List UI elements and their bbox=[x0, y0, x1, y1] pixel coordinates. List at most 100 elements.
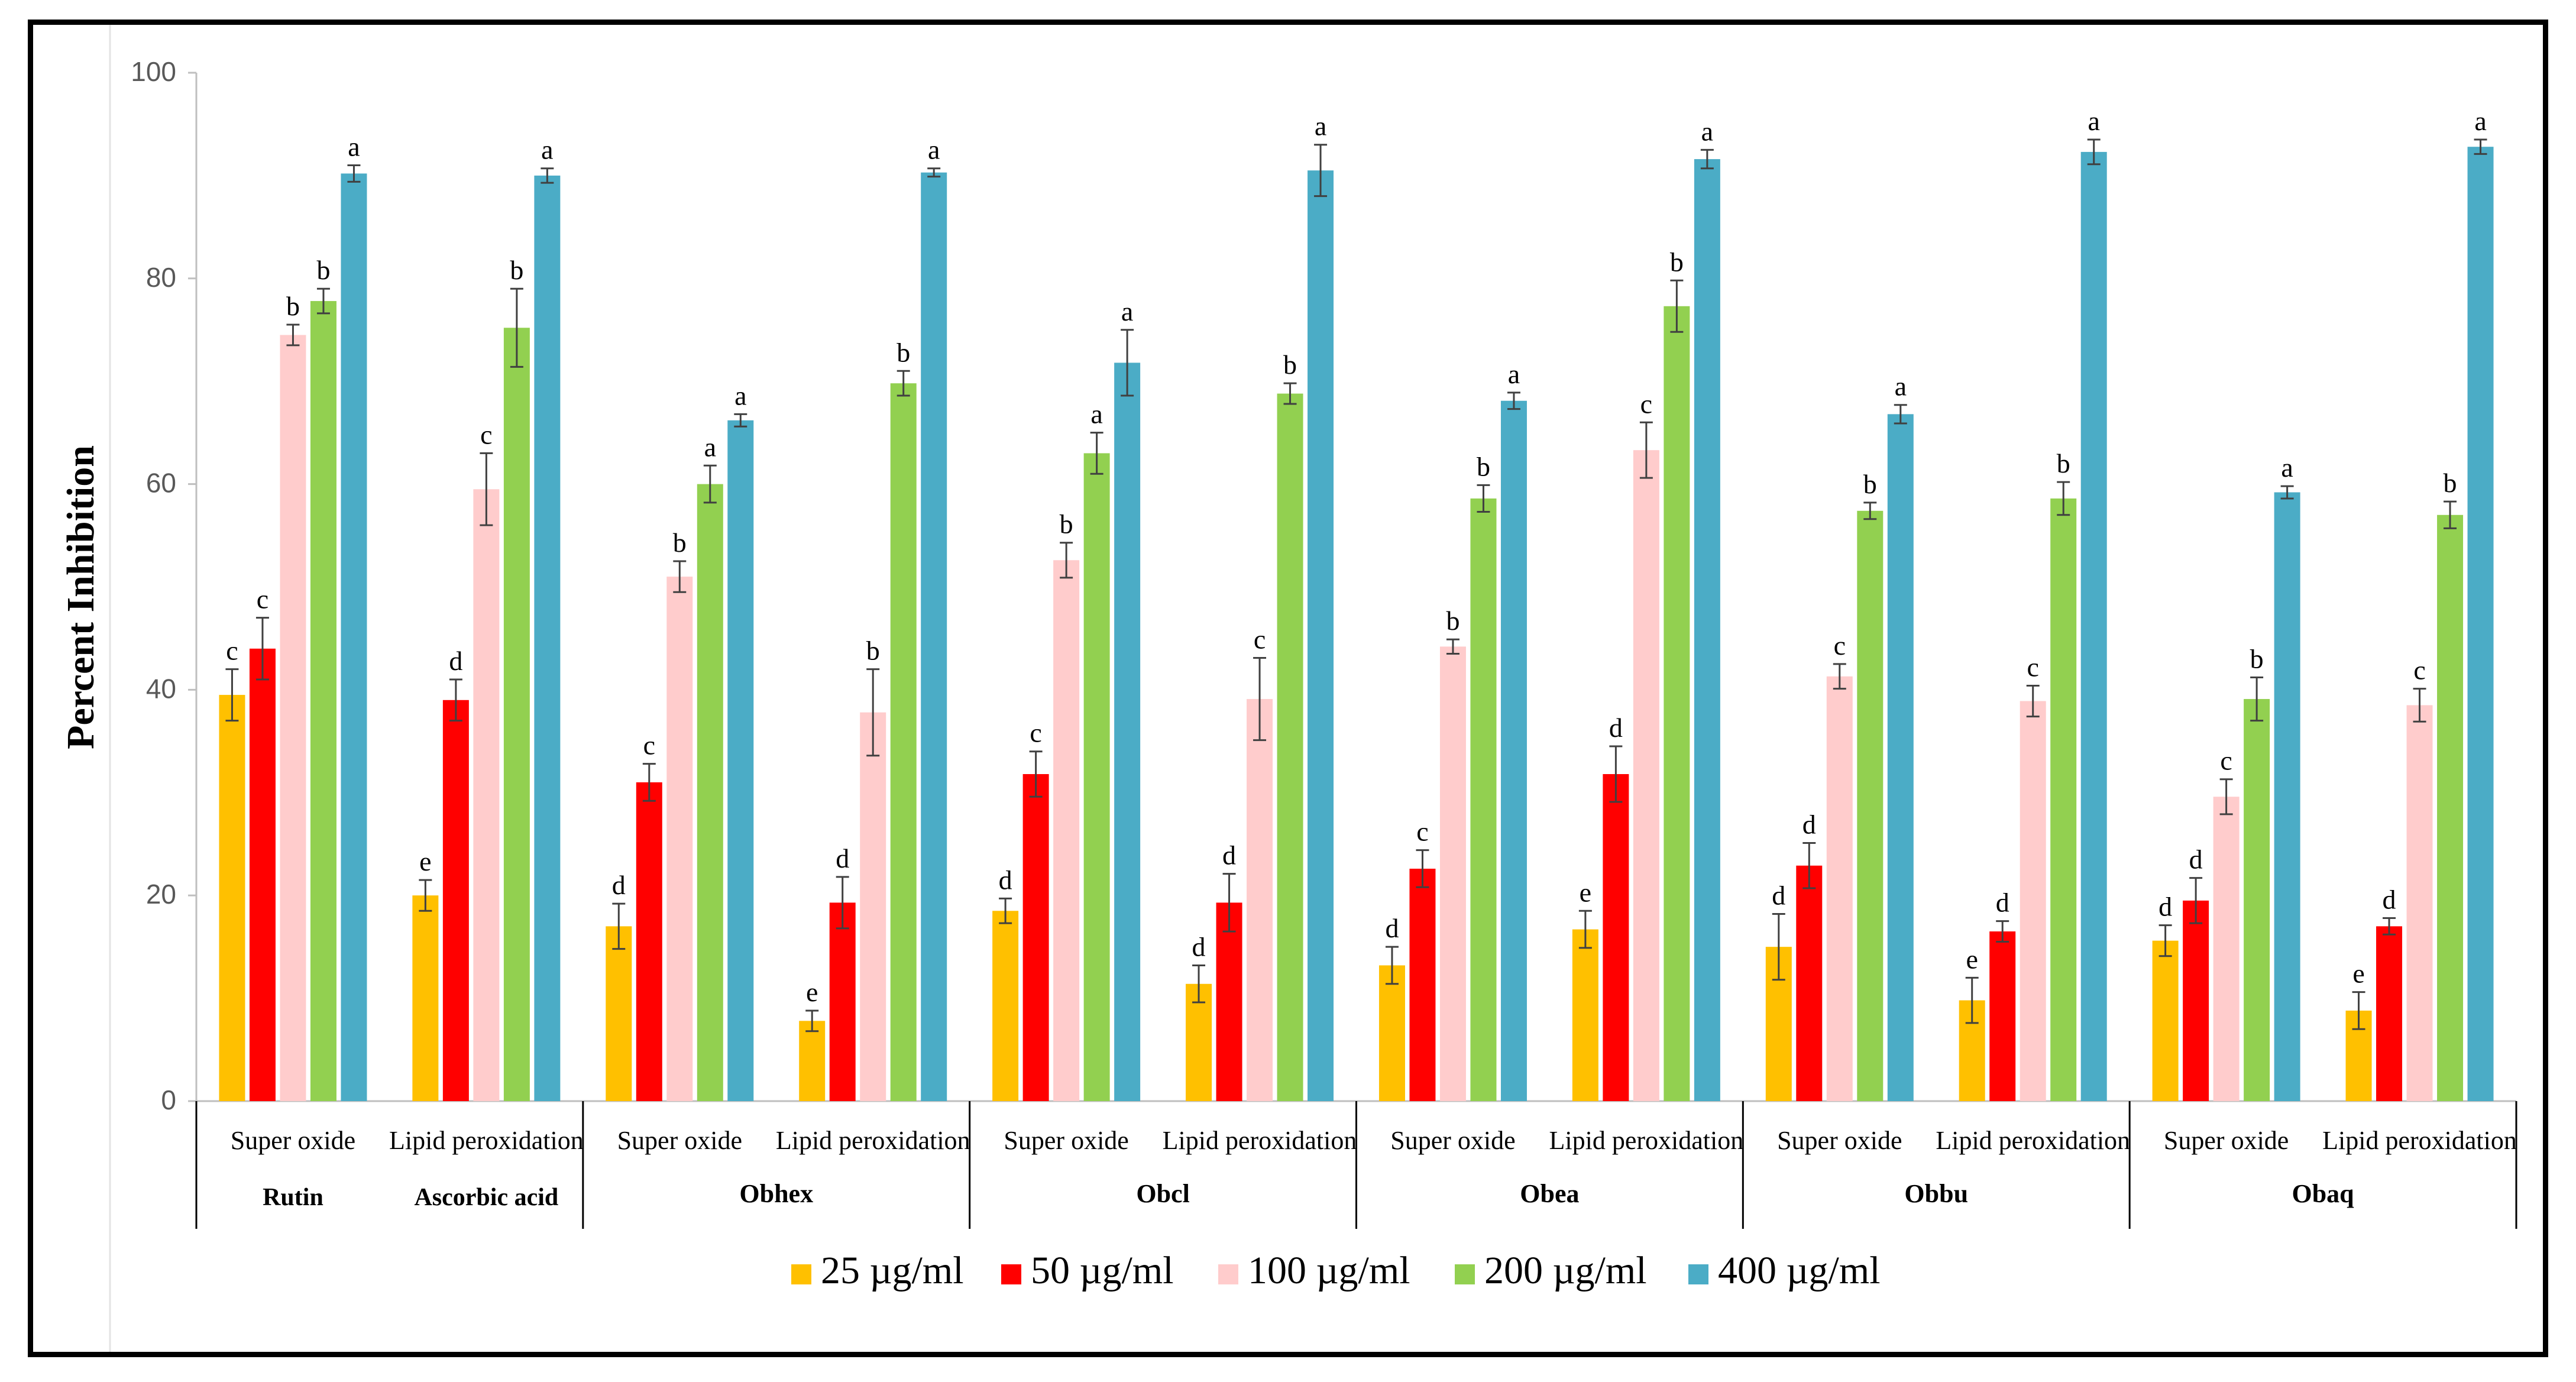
legend-swatch bbox=[1001, 1264, 1021, 1284]
significance-letter: a bbox=[704, 432, 716, 462]
legend-item-label: 400 µg/ml bbox=[1718, 1249, 1881, 1292]
assay-label: Lipid peroxidation bbox=[1549, 1126, 1744, 1155]
bar bbox=[1247, 699, 1273, 1101]
assay-label: Super oxide bbox=[231, 1126, 355, 1155]
bar bbox=[1694, 159, 1720, 1102]
legend-swatch bbox=[791, 1264, 811, 1284]
bar bbox=[666, 577, 693, 1101]
significance-letter: d bbox=[1996, 888, 2009, 918]
bar bbox=[1887, 414, 1914, 1101]
bar bbox=[1439, 646, 1466, 1101]
y-tick-label: 80 bbox=[146, 262, 176, 293]
significance-letter: d bbox=[2189, 844, 2203, 875]
significance-letter: c bbox=[226, 636, 238, 666]
bar bbox=[1826, 676, 1853, 1101]
significance-letter: b bbox=[2444, 468, 2457, 498]
bar bbox=[697, 484, 723, 1101]
significance-letter: d bbox=[1802, 810, 1816, 840]
bar bbox=[503, 328, 530, 1101]
significance-letter: e bbox=[419, 846, 431, 876]
significance-letter: b bbox=[316, 255, 330, 285]
significance-letter: d bbox=[2383, 884, 2396, 914]
assay-label: Super oxide bbox=[1004, 1126, 1128, 1155]
bar bbox=[1796, 865, 1823, 1101]
significance-letter: c bbox=[1640, 389, 1652, 419]
bar bbox=[1308, 170, 1334, 1101]
significance-letter: a bbox=[541, 135, 553, 165]
assay-label: Lipid peroxidation bbox=[2322, 1126, 2517, 1155]
group-label: Obea bbox=[1520, 1179, 1579, 1208]
bar bbox=[1470, 498, 1497, 1101]
significance-letter: d bbox=[1192, 931, 1206, 962]
assay-label: Lipid peroxidation bbox=[1936, 1126, 2130, 1155]
legend-swatch bbox=[1218, 1264, 1238, 1284]
significance-letter: d bbox=[1772, 881, 1785, 911]
significance-letter: e bbox=[806, 977, 818, 1007]
significance-letter: b bbox=[286, 291, 300, 321]
significance-letter: a bbox=[1121, 296, 1133, 326]
bar bbox=[890, 383, 917, 1101]
y-tick-label: 100 bbox=[131, 56, 176, 87]
y-tick-label: 0 bbox=[161, 1085, 176, 1115]
significance-letter: c bbox=[2220, 746, 2232, 776]
y-tick-label: 20 bbox=[146, 879, 176, 910]
significance-letter: a bbox=[2088, 106, 2099, 136]
bar bbox=[1409, 868, 1436, 1101]
bar bbox=[1216, 902, 1242, 1101]
bar bbox=[1053, 560, 1080, 1101]
significance-letter: d bbox=[1222, 840, 1236, 870]
bar bbox=[280, 335, 306, 1101]
bar bbox=[412, 895, 439, 1101]
legend-swatch bbox=[1455, 1264, 1475, 1284]
legend-item-label: 100 µg/ml bbox=[1248, 1249, 1410, 1292]
significance-letter: a bbox=[2474, 106, 2486, 136]
significance-letter: e bbox=[2352, 959, 2364, 989]
significance-letter: a bbox=[2281, 452, 2293, 483]
bar bbox=[1633, 450, 1659, 1101]
significance-letter: c bbox=[1834, 630, 1846, 661]
assay-label: Lipid peroxidation bbox=[1163, 1126, 1357, 1155]
bar bbox=[1603, 773, 1629, 1101]
significance-letter: a bbox=[1701, 116, 1713, 146]
significance-letter: a bbox=[1895, 371, 1907, 402]
significance-letter: b bbox=[1863, 469, 1877, 499]
significance-letter: b bbox=[1283, 349, 1297, 380]
bar bbox=[1989, 931, 2016, 1101]
bar bbox=[799, 1021, 826, 1101]
significance-letter: b bbox=[1446, 606, 1459, 636]
significance-letter: a bbox=[734, 380, 746, 410]
bar bbox=[2183, 900, 2209, 1101]
bar bbox=[2152, 940, 2179, 1101]
significance-letter: b bbox=[1477, 451, 1490, 481]
significance-letter: c bbox=[480, 419, 492, 449]
bar bbox=[2244, 699, 2270, 1101]
group-label: Obcl bbox=[1136, 1179, 1189, 1208]
bar bbox=[473, 489, 500, 1102]
bar bbox=[2213, 797, 2240, 1101]
significance-letter: d bbox=[836, 843, 849, 873]
significance-letter: d bbox=[612, 870, 626, 900]
bar bbox=[1572, 929, 1598, 1101]
significance-letter: a bbox=[1508, 359, 1520, 389]
significance-letter: a bbox=[1090, 399, 1102, 429]
significance-letter: c bbox=[2413, 655, 2425, 685]
significance-letter: c bbox=[1416, 817, 1428, 847]
significance-letter: b bbox=[897, 337, 910, 367]
significance-letter: c bbox=[643, 730, 655, 760]
bar bbox=[1277, 393, 1303, 1101]
significance-letter: a bbox=[348, 132, 360, 162]
bar bbox=[310, 301, 336, 1102]
bar bbox=[2020, 701, 2046, 1101]
significance-letter: e bbox=[1966, 944, 1978, 974]
significance-letter: d bbox=[1609, 713, 1623, 743]
sample-label: Rutin bbox=[263, 1184, 323, 1211]
bar bbox=[534, 175, 561, 1101]
bar-chart: 0 20 40 60 80 100 Percent Inhibition Super oxid… bbox=[59, 25, 2517, 1352]
significance-letter: b bbox=[1670, 247, 1684, 277]
significance-letter: d bbox=[999, 865, 1012, 895]
legend-item-label: 25 µg/ml bbox=[821, 1249, 964, 1292]
bar bbox=[829, 902, 856, 1101]
significance-letter: b bbox=[2250, 644, 2264, 674]
bar bbox=[2080, 151, 2107, 1101]
bar bbox=[1114, 363, 1141, 1102]
